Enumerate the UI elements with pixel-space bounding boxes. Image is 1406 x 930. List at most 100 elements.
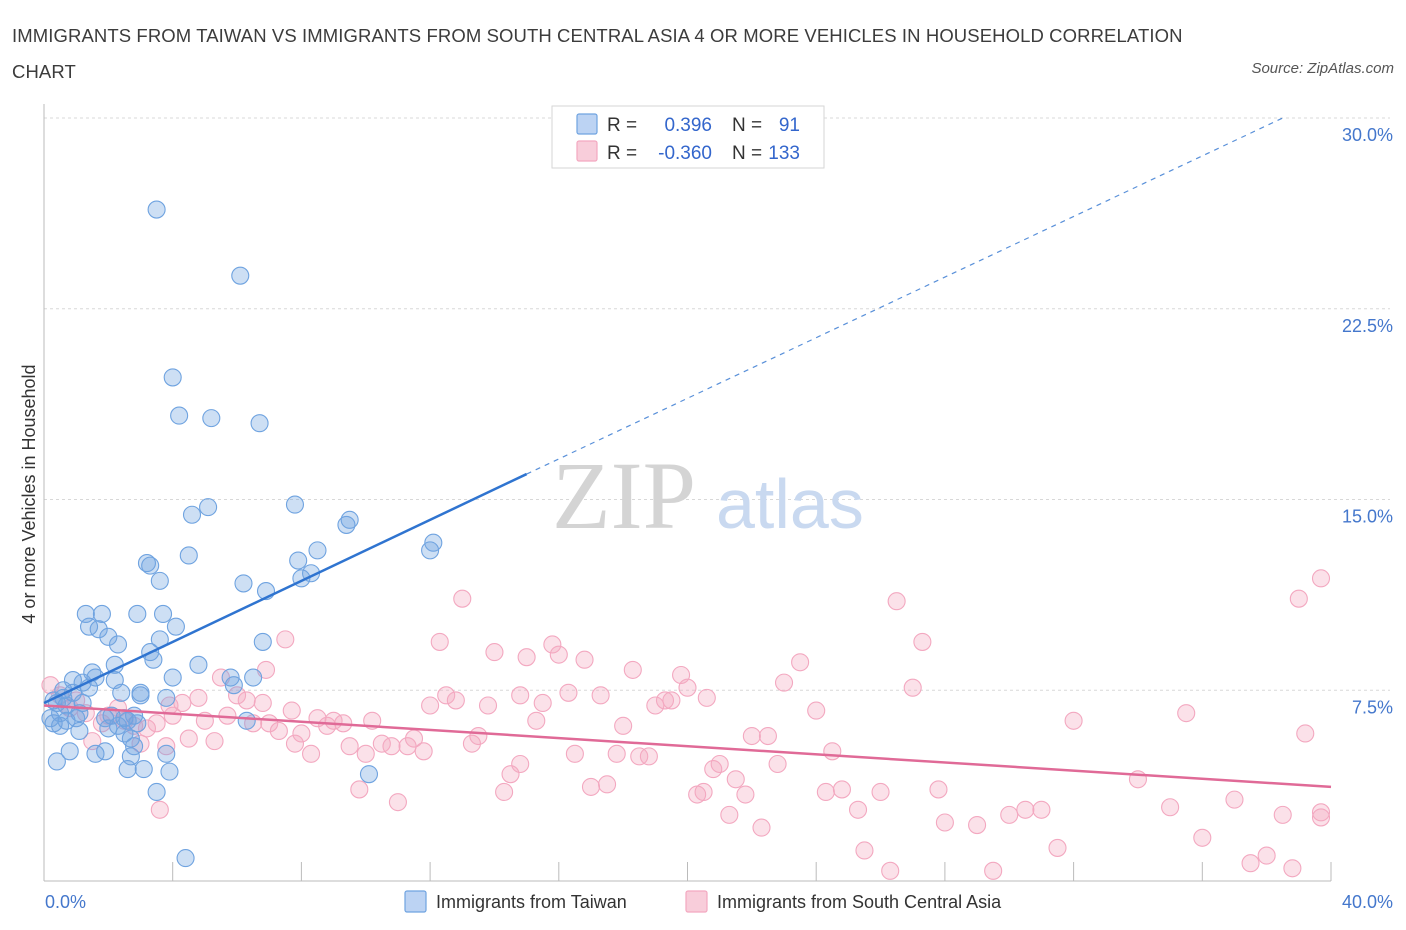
point-south-central-asia bbox=[478, 696, 498, 715]
point-south-central-asia bbox=[726, 770, 745, 789]
point-south-central-asia bbox=[292, 724, 311, 743]
point-south-central-asia bbox=[189, 688, 208, 707]
grid-lines bbox=[44, 117, 1390, 691]
point-south-central-asia bbox=[774, 673, 794, 692]
point-south-central-asia bbox=[453, 589, 472, 608]
point-south-central-asia bbox=[871, 782, 890, 802]
point-south-central-asia bbox=[565, 744, 584, 763]
point-south-central-asia bbox=[1064, 711, 1083, 730]
point-south-central-asia bbox=[968, 815, 987, 835]
point-taiwan bbox=[182, 505, 202, 524]
point-south-central-asia bbox=[607, 744, 626, 763]
point-south-central-asia bbox=[736, 785, 755, 804]
point-south-central-asia bbox=[533, 693, 552, 713]
point-taiwan bbox=[51, 716, 70, 735]
point-south-central-asia bbox=[816, 782, 835, 802]
point-south-central-asia bbox=[549, 645, 568, 664]
point-taiwan bbox=[166, 617, 185, 636]
point-taiwan bbox=[150, 571, 169, 590]
point-south-central-asia bbox=[591, 686, 610, 705]
point-taiwan bbox=[47, 752, 66, 771]
point-south-central-asia bbox=[469, 726, 488, 746]
point-south-central-asia bbox=[350, 780, 369, 799]
point-south-central-asia bbox=[832, 780, 851, 799]
point-taiwan bbox=[147, 200, 166, 219]
point-south-central-asia bbox=[517, 648, 536, 667]
point-taiwan bbox=[224, 676, 243, 695]
point-south-central-asia bbox=[485, 643, 504, 662]
point-south-central-asia bbox=[527, 711, 546, 730]
point-south-central-asia bbox=[855, 841, 874, 860]
point-south-central-asia bbox=[639, 747, 658, 766]
legend-r-label-taiwan: R = bbox=[607, 115, 637, 136]
point-south-central-asia bbox=[623, 660, 642, 679]
point-taiwan bbox=[60, 742, 79, 761]
point-south-central-asia bbox=[710, 754, 729, 774]
point-taiwan bbox=[108, 716, 128, 735]
point-south-central-asia bbox=[935, 813, 954, 832]
point-south-central-asia bbox=[984, 861, 1003, 880]
point-south-central-asia bbox=[1311, 803, 1331, 822]
point-south-central-asia bbox=[720, 805, 739, 824]
y-axis-label: 4 or more Vehicles in Household bbox=[19, 364, 39, 623]
point-taiwan bbox=[237, 711, 256, 730]
point-south-central-asia bbox=[1193, 828, 1212, 847]
point-south-central-asia bbox=[1289, 589, 1308, 608]
point-south-central-asia bbox=[511, 754, 530, 774]
point-taiwan bbox=[105, 671, 124, 690]
point-south-central-asia bbox=[356, 744, 375, 763]
point-taiwan bbox=[253, 632, 272, 651]
point-south-central-asia bbox=[1311, 569, 1331, 588]
legend-n-value-sca: 133 bbox=[768, 143, 800, 164]
legend-box: R = 0.396 N = 91 R = -0.360 N = 133 bbox=[551, 105, 825, 169]
point-taiwan bbox=[202, 409, 221, 428]
point-south-central-asia bbox=[414, 742, 433, 761]
point-taiwan bbox=[189, 655, 208, 674]
point-south-central-asia bbox=[575, 650, 594, 669]
point-south-central-asia bbox=[646, 696, 665, 715]
point-south-central-asia bbox=[511, 686, 530, 705]
point-taiwan bbox=[115, 709, 134, 728]
y-tick-label: 7.5% bbox=[1352, 697, 1393, 717]
point-south-central-asia bbox=[1225, 790, 1244, 809]
y-tick-labels: 7.5% 15.0% 22.5% 30.0% bbox=[1342, 125, 1393, 717]
point-south-central-asia bbox=[1296, 724, 1315, 743]
point-taiwan bbox=[234, 574, 253, 593]
point-taiwan bbox=[92, 604, 111, 624]
y-tick-label: 22.5% bbox=[1342, 316, 1393, 336]
point-south-central-asia bbox=[581, 777, 601, 796]
point-south-central-asia bbox=[1177, 704, 1196, 723]
point-south-central-asia bbox=[253, 693, 272, 713]
point-south-central-asia bbox=[1161, 798, 1180, 817]
point-taiwan bbox=[157, 688, 176, 707]
point-south-central-asia bbox=[228, 686, 247, 705]
point-south-central-asia bbox=[237, 691, 256, 710]
y-tick-label: 30.0% bbox=[1342, 125, 1393, 145]
legend-n-value-taiwan: 91 bbox=[779, 115, 800, 136]
legend-r-label-sca: R = bbox=[607, 143, 637, 164]
legend-n-label-taiwan: N = bbox=[732, 115, 762, 136]
point-south-central-asia bbox=[1311, 808, 1331, 827]
point-south-central-asia bbox=[340, 737, 359, 756]
point-taiwan bbox=[141, 556, 160, 575]
point-south-central-asia bbox=[630, 747, 649, 766]
point-taiwan bbox=[199, 498, 218, 517]
point-south-central-asia bbox=[382, 737, 401, 756]
point-south-central-asia bbox=[147, 714, 166, 733]
point-south-central-asia bbox=[848, 800, 868, 819]
trend-line-taiwan-extension bbox=[526, 117, 1283, 475]
point-taiwan bbox=[285, 495, 305, 514]
point-south-central-asia bbox=[462, 734, 481, 753]
point-south-central-asia bbox=[446, 691, 465, 710]
series-south-central-asia-points bbox=[41, 569, 1331, 880]
point-south-central-asia bbox=[742, 726, 761, 746]
point-taiwan bbox=[118, 760, 137, 779]
point-taiwan bbox=[359, 765, 379, 784]
watermark-zip: ZIP bbox=[552, 442, 696, 549]
point-taiwan bbox=[244, 668, 263, 687]
point-south-central-asia bbox=[421, 696, 440, 715]
point-south-central-asia bbox=[285, 734, 305, 753]
trend-line-south-central-asia bbox=[43, 704, 1332, 789]
legend-swatch-sca bbox=[576, 140, 598, 162]
point-south-central-asia bbox=[179, 729, 198, 748]
